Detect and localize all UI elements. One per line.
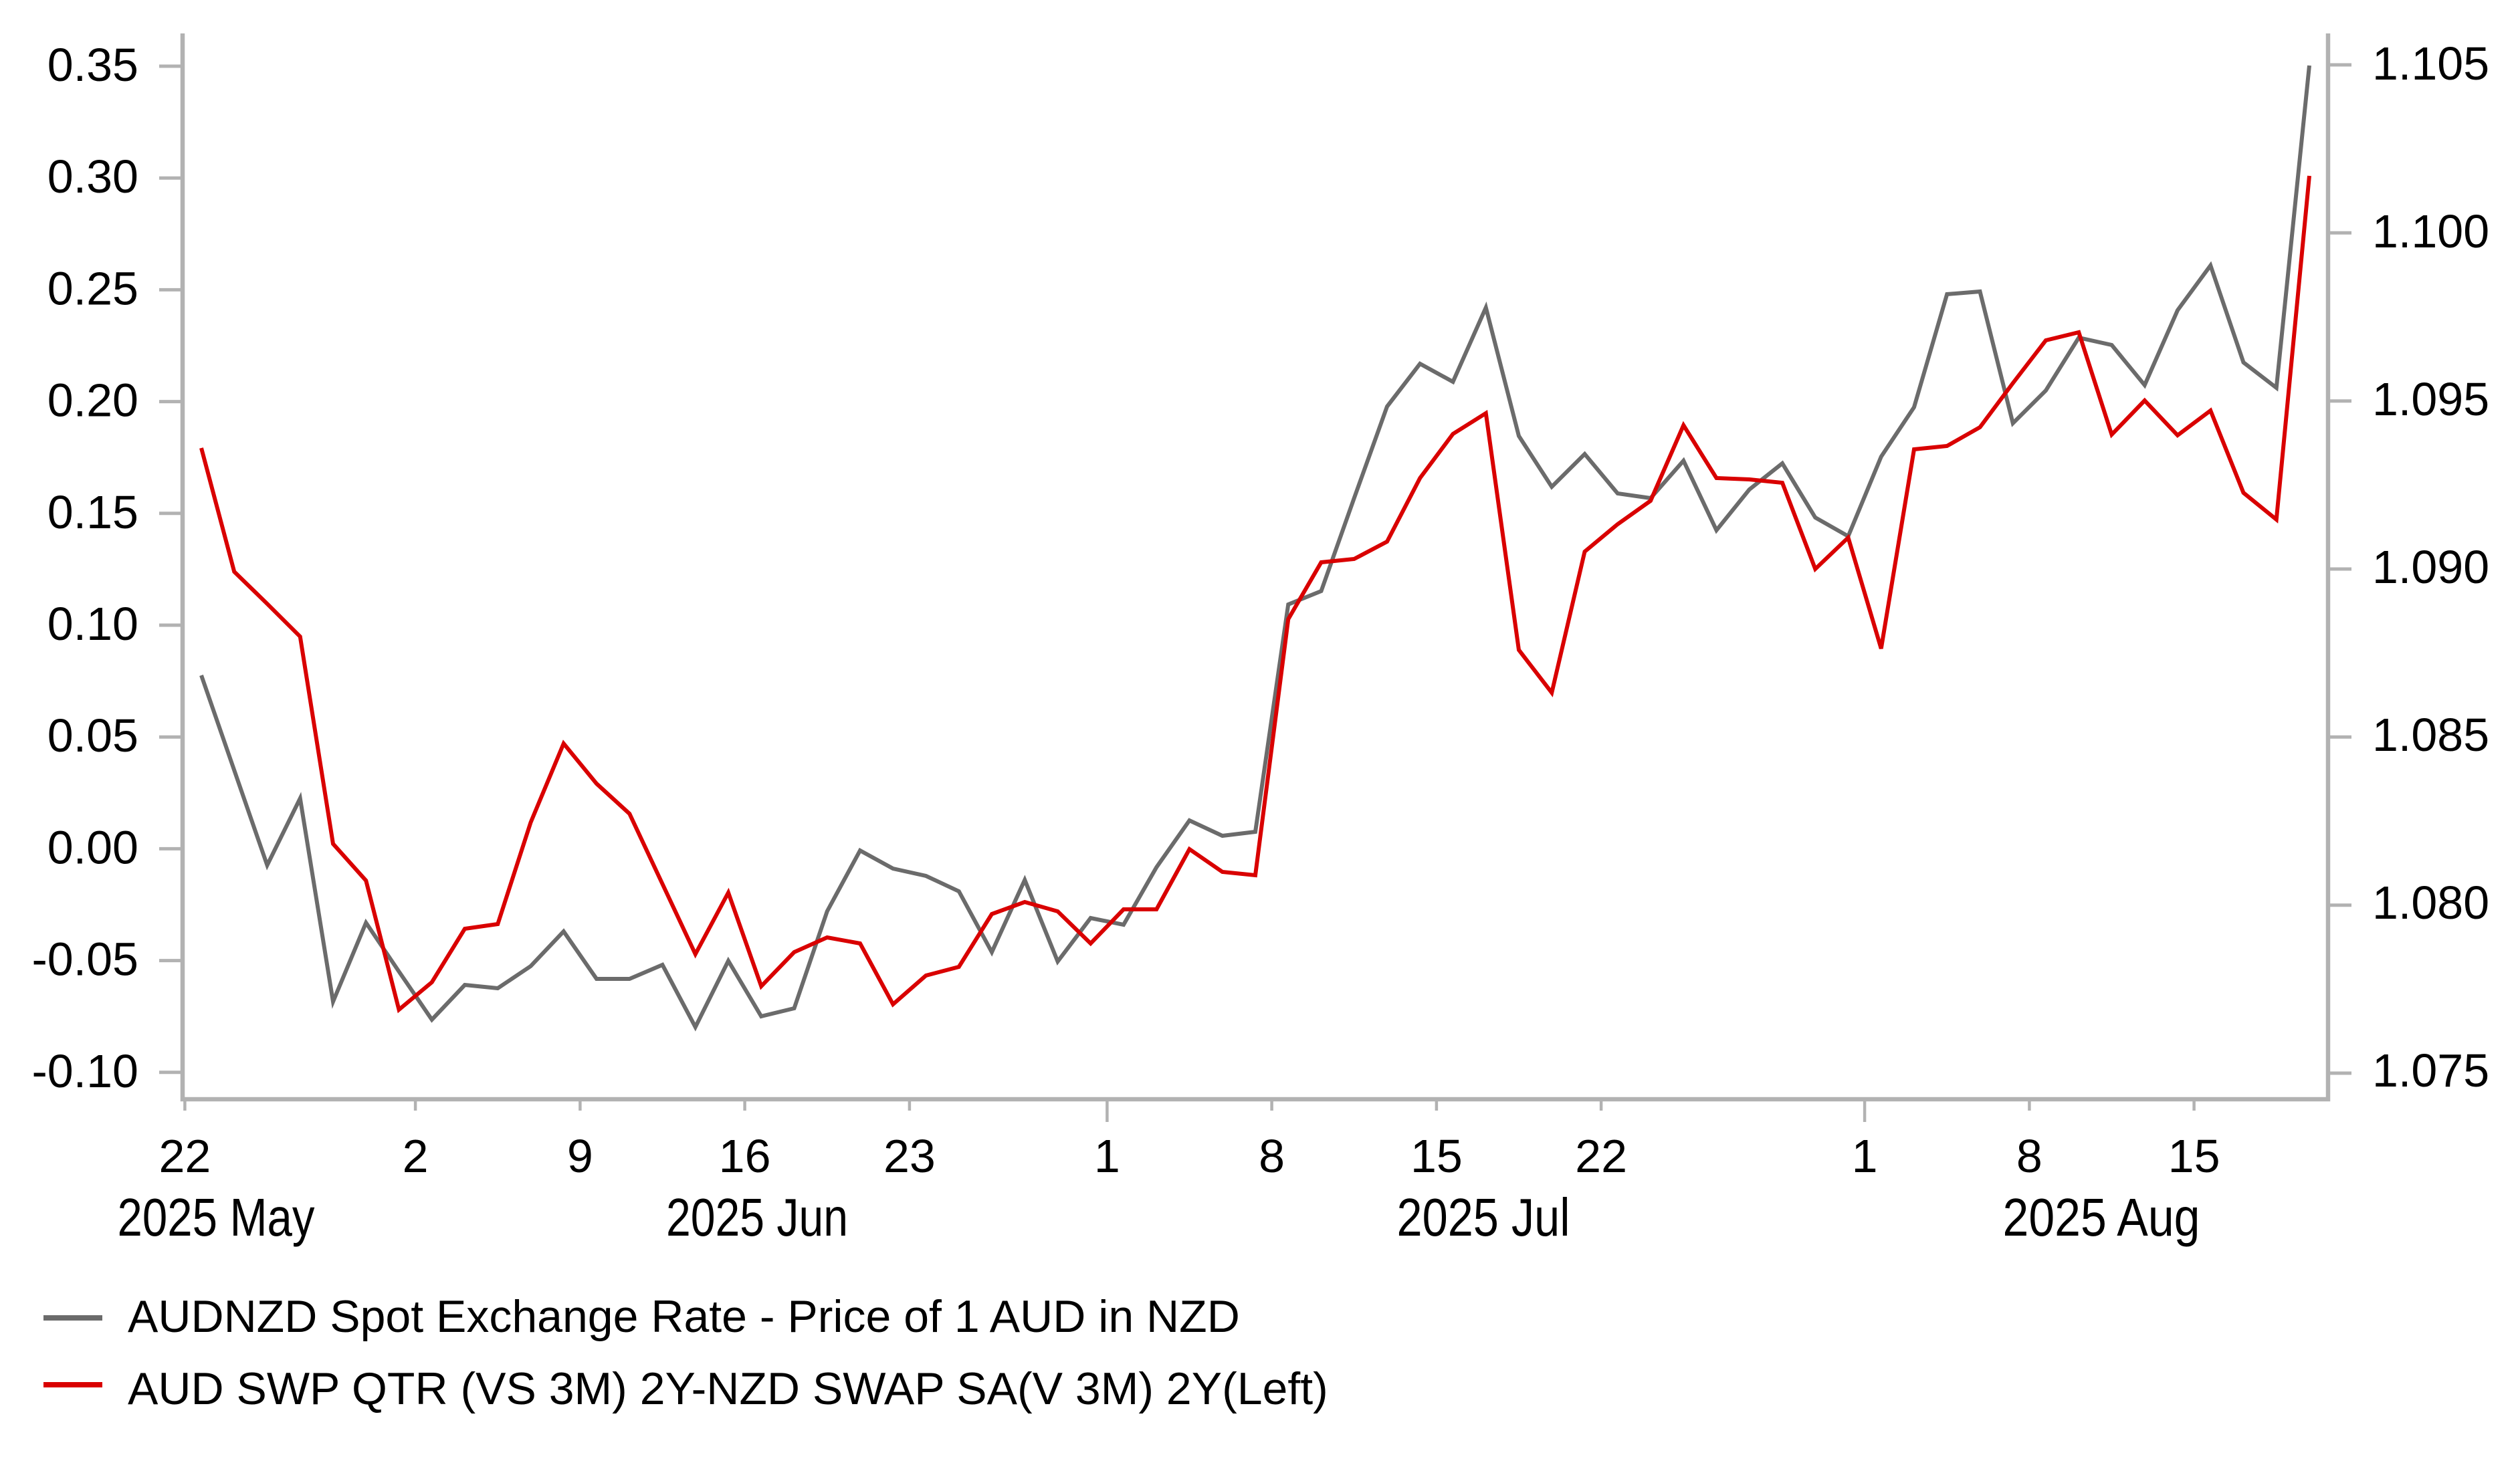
svg-text:15: 15: [2168, 1130, 2220, 1182]
svg-text:2025 Jul: 2025 Jul: [1397, 1187, 1570, 1247]
svg-text:AUDNZD Spot Exchange Rate - Pr: AUDNZD Spot Exchange Rate - Price of 1 A…: [128, 1291, 1240, 1342]
svg-text:2025 Jun: 2025 Jun: [666, 1187, 848, 1247]
svg-text:-0.05: -0.05: [31, 933, 138, 986]
svg-text:22: 22: [159, 1130, 211, 1182]
svg-text:0.30: 0.30: [47, 150, 138, 203]
svg-text:2025 May: 2025 May: [118, 1187, 315, 1247]
svg-text:-0.10: -0.10: [31, 1045, 138, 1097]
svg-text:1.095: 1.095: [2372, 373, 2489, 425]
svg-text:15: 15: [1410, 1130, 1463, 1182]
svg-text:AUD SWP QTR (VS 3M) 2Y-NZD SWA: AUD SWP QTR (VS 3M) 2Y-NZD SWAP SA(V 3M)…: [128, 1363, 1328, 1414]
svg-text:2025 Aug: 2025 Aug: [2003, 1187, 2200, 1247]
svg-text:23: 23: [883, 1130, 936, 1182]
svg-text:0.20: 0.20: [47, 374, 138, 427]
svg-text:0.00: 0.00: [47, 821, 138, 873]
svg-text:1: 1: [1094, 1130, 1120, 1182]
svg-text:1.100: 1.100: [2372, 205, 2489, 257]
svg-text:1.080: 1.080: [2372, 877, 2489, 929]
svg-text:0.15: 0.15: [47, 486, 138, 538]
svg-text:8: 8: [1259, 1130, 1285, 1182]
svg-text:16: 16: [719, 1130, 771, 1182]
svg-text:2: 2: [403, 1130, 429, 1182]
svg-text:9: 9: [567, 1130, 593, 1182]
svg-text:1.085: 1.085: [2372, 709, 2489, 761]
svg-text:8: 8: [2016, 1130, 2042, 1182]
svg-text:0.25: 0.25: [47, 262, 138, 314]
svg-text:0.05: 0.05: [47, 709, 138, 762]
svg-text:1.075: 1.075: [2372, 1044, 2489, 1097]
svg-text:0.35: 0.35: [47, 39, 138, 91]
svg-text:22: 22: [1575, 1130, 1627, 1182]
svg-text:0.10: 0.10: [47, 598, 138, 650]
svg-text:1.090: 1.090: [2372, 541, 2489, 593]
svg-text:1.105: 1.105: [2372, 37, 2489, 90]
svg-text:1: 1: [1852, 1130, 1878, 1182]
